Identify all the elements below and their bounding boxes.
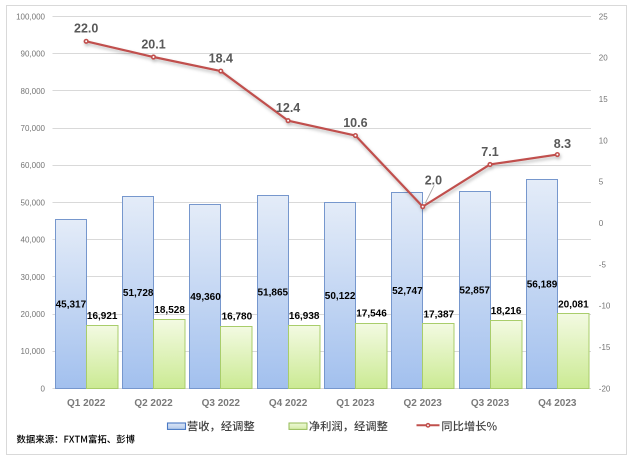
svg-text:51,728: 51,728 bbox=[123, 288, 154, 299]
svg-text:Q2 2022: Q2 2022 bbox=[134, 398, 173, 409]
svg-text:25: 25 bbox=[599, 12, 608, 21]
svg-text:Q4 2023: Q4 2023 bbox=[538, 398, 577, 409]
svg-text:45,317: 45,317 bbox=[56, 300, 87, 311]
svg-text:Q1 2023: Q1 2023 bbox=[336, 398, 375, 409]
svg-text:30,000: 30,000 bbox=[21, 273, 46, 282]
svg-text:Q3 2023: Q3 2023 bbox=[471, 398, 510, 409]
svg-text:51,865: 51,865 bbox=[258, 288, 289, 299]
svg-text:16,921: 16,921 bbox=[87, 311, 118, 322]
svg-text:70,000: 70,000 bbox=[21, 124, 46, 133]
svg-text:20: 20 bbox=[599, 54, 608, 63]
svg-text:15: 15 bbox=[599, 95, 608, 104]
svg-text:49,360: 49,360 bbox=[190, 292, 221, 303]
svg-text:10,000: 10,000 bbox=[21, 347, 46, 356]
svg-text:18,528: 18,528 bbox=[154, 305, 185, 316]
svg-text:52,857: 52,857 bbox=[459, 286, 490, 297]
svg-text:10: 10 bbox=[599, 136, 608, 145]
svg-text:-20: -20 bbox=[599, 384, 611, 393]
svg-text:17,546: 17,546 bbox=[356, 309, 387, 320]
svg-text:-5: -5 bbox=[599, 260, 607, 269]
svg-text:40,000: 40,000 bbox=[21, 236, 46, 245]
svg-text:-15: -15 bbox=[599, 343, 611, 352]
svg-text:52,747: 52,747 bbox=[392, 286, 423, 297]
svg-text:100,000: 100,000 bbox=[16, 12, 45, 21]
svg-text:20.1: 20.1 bbox=[141, 37, 165, 51]
svg-text:17,387: 17,387 bbox=[424, 309, 455, 320]
svg-text:16,780: 16,780 bbox=[222, 312, 253, 323]
svg-text:60,000: 60,000 bbox=[21, 161, 46, 170]
svg-text:2.0: 2.0 bbox=[425, 173, 442, 187]
svg-text:20,000: 20,000 bbox=[21, 310, 46, 319]
svg-text:18.4: 18.4 bbox=[209, 51, 233, 65]
svg-text:56,189: 56,189 bbox=[527, 280, 558, 291]
svg-text:Q3 2022: Q3 2022 bbox=[202, 398, 241, 409]
svg-text:-10: -10 bbox=[599, 302, 611, 311]
svg-text:20,081: 20,081 bbox=[558, 299, 589, 310]
svg-text:7.1: 7.1 bbox=[481, 145, 498, 159]
svg-text:Q2 2023: Q2 2023 bbox=[404, 398, 443, 409]
svg-text:Q1 2022: Q1 2022 bbox=[67, 398, 106, 409]
svg-text:10.6: 10.6 bbox=[343, 116, 367, 130]
svg-text:Q4 2022: Q4 2022 bbox=[269, 398, 308, 409]
svg-text:0: 0 bbox=[41, 384, 46, 393]
svg-text:8.3: 8.3 bbox=[554, 137, 571, 151]
svg-text:80,000: 80,000 bbox=[21, 87, 46, 96]
svg-text:90,000: 90,000 bbox=[21, 50, 46, 59]
svg-text:50,122: 50,122 bbox=[325, 291, 356, 302]
svg-text:0: 0 bbox=[599, 219, 604, 228]
svg-text:50,000: 50,000 bbox=[21, 198, 46, 207]
svg-text:12.4: 12.4 bbox=[276, 101, 300, 115]
svg-text:18,216: 18,216 bbox=[491, 306, 522, 317]
svg-text:5: 5 bbox=[599, 178, 604, 187]
svg-text:22.0: 22.0 bbox=[74, 22, 98, 36]
svg-text:16,938: 16,938 bbox=[289, 311, 320, 322]
